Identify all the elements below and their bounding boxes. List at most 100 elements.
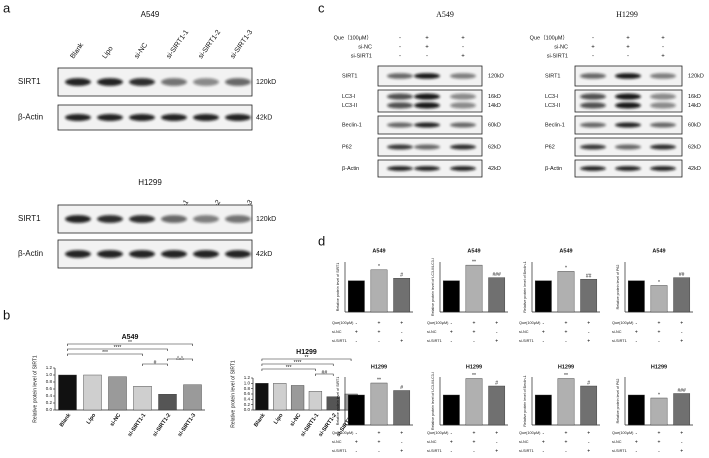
condition-sign: - <box>565 448 567 454</box>
blot-band <box>414 166 440 171</box>
blot-band <box>65 78 91 86</box>
y-axis-label: Relative protein level of SIRT1 <box>230 360 236 428</box>
y-axis-label: Relative protein level of SIRT1 <box>32 355 38 423</box>
condition-sign: + <box>495 448 498 454</box>
condition-sign: + <box>565 320 568 326</box>
blot-band <box>450 73 476 79</box>
condition-sign: - <box>401 439 403 445</box>
significance-bracket <box>315 373 334 376</box>
condition-sign: - <box>355 448 357 454</box>
protein-label: β-Actin <box>18 249 43 258</box>
treatment-label: Que（100μM） <box>530 34 568 41</box>
significance-mark: ## <box>586 274 592 280</box>
condition-sign: + <box>565 439 568 445</box>
condition-label: si-NC <box>427 440 437 444</box>
bar <box>273 383 287 411</box>
condition-label: si-SIRT1 <box>332 449 347 453</box>
blot-band <box>387 102 413 109</box>
condition-sign: - <box>378 448 380 454</box>
significance-bracket <box>261 358 352 361</box>
size-label: 42kD <box>488 166 501 172</box>
protein-label: LC3-II <box>342 103 357 109</box>
condition-label: si-SIRT1 <box>519 339 534 343</box>
blot-band <box>387 93 413 100</box>
treatment-sign: - <box>462 45 464 51</box>
protein-label: SIRT1 <box>545 73 561 79</box>
condition-sign: + <box>680 448 683 454</box>
blot-band <box>129 78 155 86</box>
bar <box>465 264 483 313</box>
bar <box>465 378 483 426</box>
protein-label: LC3-I <box>342 94 356 100</box>
condition-sign: + <box>587 338 590 344</box>
condition-sign: + <box>473 430 476 436</box>
blot-band <box>193 78 219 86</box>
size-label: 42kD <box>256 251 272 258</box>
size-label: 120kD <box>256 216 276 223</box>
treatment-label: Que（100μM） <box>334 34 372 41</box>
significance-label: △△ <box>176 355 184 361</box>
bar <box>183 384 202 411</box>
blot-band <box>615 93 641 100</box>
treatment-label: si-NC <box>358 44 372 50</box>
condition-sign: - <box>658 338 660 344</box>
significance-mark: * <box>565 266 567 272</box>
lane-label: Lipo <box>101 45 114 60</box>
blot-band <box>650 166 676 171</box>
blot-band <box>65 114 91 121</box>
blot-band <box>615 73 641 79</box>
bar <box>627 394 645 426</box>
blot-band <box>615 166 641 171</box>
condition-sign: - <box>496 329 498 335</box>
bar <box>673 393 691 426</box>
significance-bracket <box>261 363 334 366</box>
blot-title: A549 <box>141 10 160 19</box>
condition-sign: + <box>473 329 476 335</box>
condition-sign: + <box>680 320 683 326</box>
treatment-sign: + <box>425 36 429 42</box>
protein-label: SIRT1 <box>342 73 358 79</box>
bar <box>442 394 460 426</box>
condition-sign: - <box>450 320 452 326</box>
blot-band <box>225 250 251 258</box>
condition-label: Que(100μM) <box>427 321 449 325</box>
size-label: 62kD <box>688 144 701 150</box>
bar <box>393 390 411 426</box>
y-tick-label: 0.4 <box>46 393 53 398</box>
y-axis-label: Relative protein level of Beclin-1 <box>523 261 527 312</box>
y-tick-label: 0.4 <box>244 397 251 402</box>
bar <box>488 277 506 313</box>
treatment-sign: - <box>399 45 401 51</box>
condition-sign: - <box>635 338 637 344</box>
size-label: 60kD <box>488 122 501 128</box>
treatment-sign: + <box>425 45 429 51</box>
condition-sign: + <box>378 320 381 326</box>
blot-band <box>387 166 413 171</box>
size-label: 42kD <box>256 114 272 121</box>
bar <box>108 376 127 411</box>
condition-sign: - <box>355 338 357 344</box>
condition-sign: + <box>450 439 453 445</box>
condition-label: Que(100μM) <box>332 431 354 435</box>
condition-sign: - <box>658 448 660 454</box>
x-tick-label: si-SIRT1-3 <box>177 413 197 438</box>
condition-sign: + <box>587 320 590 326</box>
condition-sign: + <box>355 439 358 445</box>
blot-band <box>450 102 476 109</box>
bar <box>347 280 365 313</box>
blot-band <box>161 250 187 258</box>
size-label: 16kD <box>488 94 501 100</box>
condition-label: si-NC <box>332 330 342 334</box>
condition-sign: + <box>400 448 403 454</box>
bar <box>557 378 575 426</box>
blot-band <box>650 73 676 79</box>
condition-label: si-NC <box>332 440 342 444</box>
x-tick-label: Lipo <box>273 412 285 425</box>
protein-label: LC3-II <box>545 103 560 109</box>
blot-band <box>414 73 440 79</box>
condition-sign: + <box>473 320 476 326</box>
blot-band <box>580 144 606 150</box>
treatment-label: si-SIRT1 <box>547 53 568 59</box>
bar <box>673 277 691 313</box>
panel-label: b <box>3 307 10 322</box>
